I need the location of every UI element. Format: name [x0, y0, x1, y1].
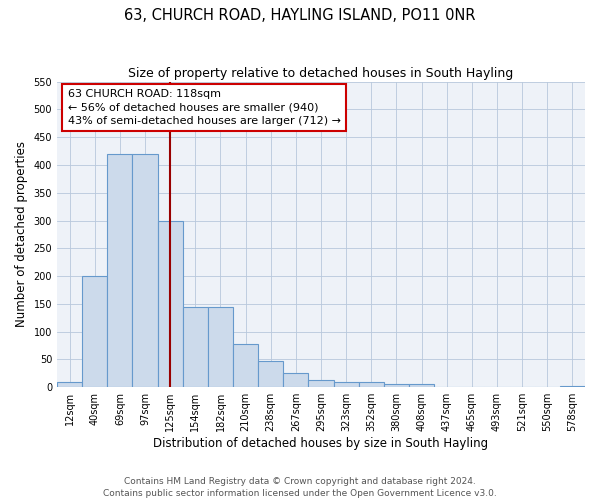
Bar	[258, 360, 283, 387]
Text: 63, CHURCH ROAD, HAYLING ISLAND, PO11 0NR: 63, CHURCH ROAD, HAYLING ISLAND, PO11 0N…	[124, 8, 476, 22]
Text: Contains HM Land Registry data © Crown copyright and database right 2024.
Contai: Contains HM Land Registry data © Crown c…	[103, 476, 497, 498]
Bar	[133, 154, 158, 387]
Bar	[82, 276, 107, 387]
Bar	[208, 306, 233, 387]
Bar	[57, 382, 82, 387]
Bar	[107, 154, 133, 387]
Bar	[334, 382, 359, 387]
X-axis label: Distribution of detached houses by size in South Hayling: Distribution of detached houses by size …	[154, 437, 488, 450]
Bar	[308, 380, 334, 387]
Bar	[359, 382, 384, 387]
Y-axis label: Number of detached properties: Number of detached properties	[15, 142, 28, 328]
Bar	[560, 386, 585, 387]
Title: Size of property relative to detached houses in South Hayling: Size of property relative to detached ho…	[128, 68, 514, 80]
Text: 63 CHURCH ROAD: 118sqm
← 56% of detached houses are smaller (940)
43% of semi-de: 63 CHURCH ROAD: 118sqm ← 56% of detached…	[68, 90, 341, 126]
Bar	[158, 220, 183, 387]
Bar	[233, 344, 258, 387]
Bar	[384, 384, 409, 387]
Bar	[409, 384, 434, 387]
Bar	[183, 306, 208, 387]
Bar	[283, 373, 308, 387]
